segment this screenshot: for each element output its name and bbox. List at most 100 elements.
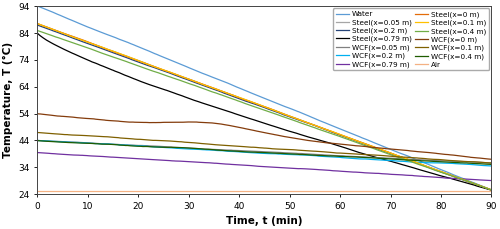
WCF(x=0.05 m) — [406, 158, 412, 161]
Line: Steel(x=0 m): Steel(x=0 m) — [38, 24, 492, 190]
WCF(x=0 m) — [280, 135, 286, 138]
Steel(x=0 m) — [250, 101, 256, 104]
Steel(x=0.1 m) — [253, 102, 259, 105]
WCF(x=0.1 m) — [304, 150, 310, 152]
Steel(x=0.1 m) — [34, 22, 40, 25]
Line: Water: Water — [38, 6, 492, 190]
Steel(x=0.1 m) — [488, 188, 494, 191]
Steel(x=0 m) — [280, 112, 286, 115]
Line: WCF(x=0.2 m): WCF(x=0.2 m) — [38, 140, 492, 166]
Steel(x=0.1 m) — [478, 185, 484, 187]
WCF(x=0 m) — [304, 139, 310, 142]
Steel(x=0.05 m) — [34, 22, 40, 25]
Legend: Water, Steel(x=0.05 m), Steel(x=0.2 m), Steel(x=0.79 m), WCF(x=0.05 m), WCF(x=0.: Water, Steel(x=0.05 m), Steel(x=0.2 m), … — [333, 8, 490, 71]
Air — [250, 190, 256, 193]
Steel(x=0.79 m) — [406, 165, 412, 168]
Steel(x=0.05 m) — [406, 159, 412, 161]
X-axis label: Time, t (min): Time, t (min) — [226, 216, 302, 226]
Line: Steel(x=0.4 m): Steel(x=0.4 m) — [38, 30, 492, 190]
Steel(x=0.05 m) — [253, 102, 259, 105]
Line: WCF(x=0.05 m): WCF(x=0.05 m) — [38, 140, 492, 163]
WCF(x=0.1 m) — [280, 148, 286, 151]
WCF(x=0.05 m) — [250, 150, 256, 153]
WCF(x=0.2 m) — [250, 151, 256, 154]
Steel(x=0.4 m) — [253, 106, 259, 109]
Water — [478, 184, 484, 187]
Steel(x=0 m) — [34, 22, 40, 25]
Steel(x=0.4 m) — [406, 160, 412, 163]
Steel(x=0.79 m) — [280, 128, 286, 131]
Water — [34, 5, 40, 7]
WCF(x=0.1 m) — [406, 156, 412, 159]
Water — [488, 189, 494, 191]
WCF(x=0.4 m) — [253, 151, 259, 154]
Steel(x=0 m) — [253, 102, 259, 105]
Water — [280, 104, 286, 107]
Steel(x=0.79 m) — [478, 186, 484, 188]
Air — [280, 190, 286, 193]
Line: Steel(x=0.1 m): Steel(x=0.1 m) — [38, 24, 492, 190]
WCF(x=0.2 m) — [478, 164, 484, 167]
Water — [406, 155, 412, 158]
WCF(x=0 m) — [34, 112, 40, 115]
WCF(x=0.4 m) — [304, 153, 310, 156]
WCF(x=0 m) — [488, 158, 494, 161]
WCF(x=0.2 m) — [280, 153, 286, 155]
WCF(x=0.05 m) — [253, 150, 259, 153]
WCF(x=0.4 m) — [478, 162, 484, 165]
Steel(x=0.05 m) — [250, 101, 256, 104]
Steel(x=0.2 m) — [478, 185, 484, 188]
WCF(x=0.4 m) — [280, 152, 286, 155]
Steel(x=0 m) — [488, 188, 494, 191]
Steel(x=0.05 m) — [488, 189, 494, 191]
Air — [34, 190, 40, 193]
Steel(x=0.2 m) — [34, 24, 40, 27]
WCF(x=0.1 m) — [478, 161, 484, 164]
WCF(x=0.4 m) — [34, 139, 40, 142]
Steel(x=0 m) — [478, 184, 484, 187]
Line: Steel(x=0.79 m): Steel(x=0.79 m) — [38, 33, 492, 190]
Line: Steel(x=0.2 m): Steel(x=0.2 m) — [38, 25, 492, 190]
WCF(x=0 m) — [253, 130, 259, 132]
Line: WCF(x=0.79 m): WCF(x=0.79 m) — [38, 153, 492, 180]
Steel(x=0.79 m) — [34, 32, 40, 34]
Steel(x=0.1 m) — [280, 112, 286, 115]
WCF(x=0 m) — [406, 150, 412, 152]
Line: Steel(x=0.05 m): Steel(x=0.05 m) — [38, 24, 492, 190]
Steel(x=0.1 m) — [304, 121, 310, 124]
WCF(x=0.2 m) — [304, 154, 310, 157]
Steel(x=0.79 m) — [253, 119, 259, 122]
WCF(x=0.05 m) — [478, 161, 484, 164]
WCF(x=0.1 m) — [488, 162, 494, 164]
WCF(x=0.79 m) — [34, 151, 40, 154]
Water — [250, 92, 256, 95]
WCF(x=0.1 m) — [253, 146, 259, 149]
Steel(x=0.2 m) — [250, 102, 256, 105]
Steel(x=0.79 m) — [250, 118, 256, 121]
WCF(x=0.79 m) — [478, 179, 484, 181]
Air — [406, 190, 412, 193]
Steel(x=0.2 m) — [406, 159, 412, 161]
WCF(x=0.2 m) — [488, 165, 494, 167]
WCF(x=0.79 m) — [253, 165, 259, 167]
WCF(x=0.2 m) — [406, 161, 412, 163]
Steel(x=0.4 m) — [34, 29, 40, 32]
Steel(x=0.4 m) — [488, 189, 494, 191]
Steel(x=0.4 m) — [250, 105, 256, 108]
WCF(x=0.79 m) — [250, 164, 256, 167]
Steel(x=0.2 m) — [488, 189, 494, 191]
WCF(x=0 m) — [250, 129, 256, 132]
WCF(x=0 m) — [478, 157, 484, 160]
Steel(x=0.2 m) — [253, 103, 259, 106]
Steel(x=0.4 m) — [280, 115, 286, 118]
Steel(x=0.79 m) — [488, 189, 494, 191]
Line: WCF(x=0.1 m): WCF(x=0.1 m) — [38, 133, 492, 163]
WCF(x=0.4 m) — [488, 163, 494, 166]
WCF(x=0.1 m) — [34, 131, 40, 134]
WCF(x=0.05 m) — [304, 153, 310, 155]
WCF(x=0.79 m) — [406, 174, 412, 177]
Steel(x=0.79 m) — [304, 135, 310, 138]
Line: WCF(x=0 m): WCF(x=0 m) — [38, 114, 492, 159]
Steel(x=0.4 m) — [478, 185, 484, 187]
Steel(x=0.05 m) — [304, 121, 310, 124]
